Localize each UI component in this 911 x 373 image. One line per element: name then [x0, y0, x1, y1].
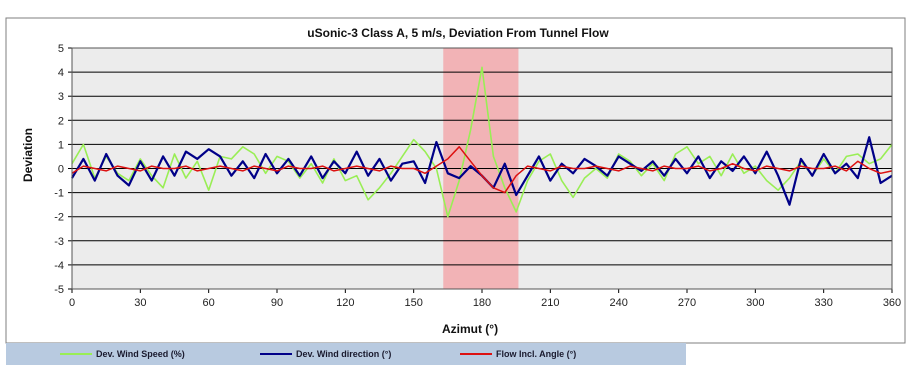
x-tick-label: 60 [203, 297, 215, 309]
chart-title: uSonic-3 Class A, 5 m/s, Deviation From … [307, 26, 609, 40]
y-tick-label: -1 [54, 188, 64, 200]
x-tick-label: 0 [69, 297, 75, 309]
y-tick-label: 2 [58, 115, 64, 127]
legend: Dev. Wind Speed (%) Dev. Wind direction (… [6, 343, 686, 365]
x-tick-labels: 0 30 60 90 120 150 180 210 240 270 300 330 360 [69, 297, 901, 309]
y-tick-labels: 5 4 3 2 1 0 -1 -2 -3 -4 -5 [54, 43, 64, 296]
x-tick-label: 120 [336, 297, 354, 309]
legend-label: Dev. Wind direction (°) [296, 349, 391, 359]
y-tick-label: 5 [58, 43, 64, 55]
y-tick-label: 1 [58, 139, 64, 151]
x-tick-label: 180 [473, 297, 491, 309]
y-axis-title: Deviation [21, 128, 35, 182]
legend-label: Flow Incl. Angle (°) [496, 349, 576, 359]
series-lines [71, 66, 893, 218]
x-tick-label: 30 [134, 297, 146, 309]
x-axis-title: Azimut (°) [442, 322, 498, 336]
x-tick-label: 270 [678, 297, 696, 309]
plot-border [71, 47, 893, 290]
y-tick-label: 0 [58, 164, 64, 176]
legend-label: Dev. Wind Speed (%) [96, 349, 185, 359]
legend-background [6, 343, 686, 365]
y-tick-label: -4 [54, 260, 64, 272]
y-tick-label: 4 [58, 67, 64, 79]
x-tick-label: 330 [814, 297, 832, 309]
x-tick-label: 210 [541, 297, 559, 309]
x-tick-label: 90 [271, 297, 283, 309]
series-line-flow-incl-angle [71, 146, 893, 194]
y-tick-label: -3 [54, 236, 64, 248]
series-line-wind-speed [71, 66, 893, 218]
y-tick-label: 3 [58, 91, 64, 103]
x-tick-label: 300 [746, 297, 764, 309]
x-tick-label: 240 [609, 297, 627, 309]
x-tick-label: 150 [404, 297, 422, 309]
x-tick-label: 360 [883, 297, 901, 309]
y-tick-label: -5 [54, 284, 64, 296]
y-tick-label: -2 [54, 212, 64, 224]
